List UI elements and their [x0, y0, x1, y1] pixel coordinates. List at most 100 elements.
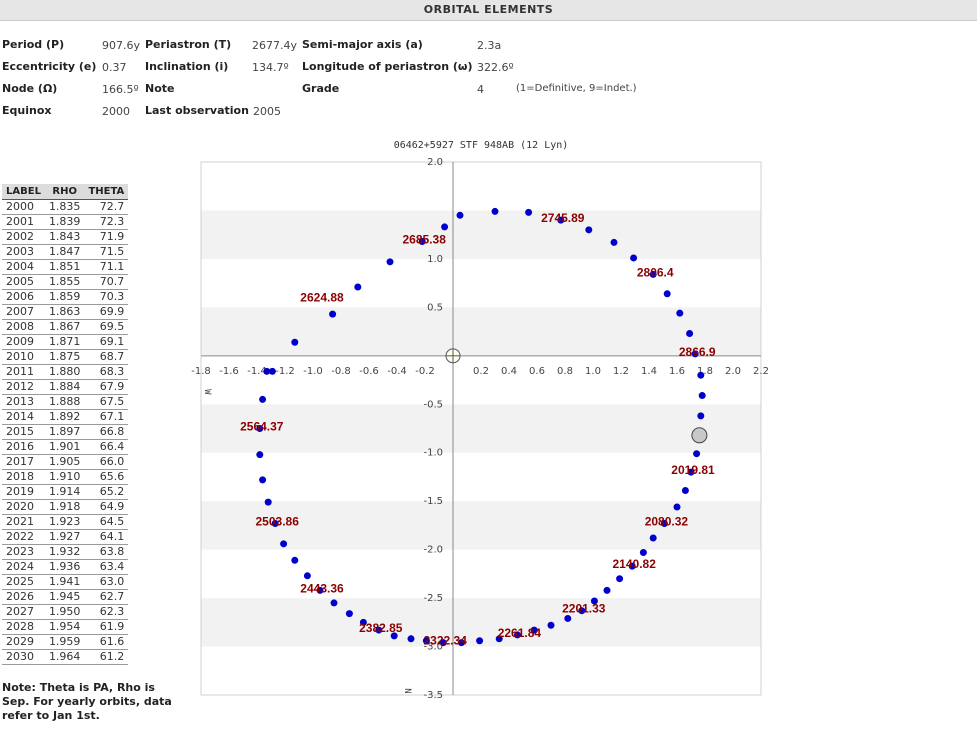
periastron-value: 2677.4y — [252, 39, 297, 52]
row-rho: 1.855 — [44, 274, 85, 290]
north-mark: N — [402, 688, 412, 693]
orbit-point — [330, 599, 338, 607]
orbit-point — [686, 330, 694, 338]
epoch-label: 2261.84 — [498, 626, 542, 640]
x-tick-label: 2.0 — [725, 366, 741, 377]
orbit-point — [457, 639, 465, 647]
orbit-point — [547, 621, 555, 629]
orbit-point — [630, 254, 638, 262]
table-row: 2028 1.954 61.9 — [2, 619, 129, 635]
orbit-point — [557, 216, 565, 224]
row-label: 2004 — [2, 259, 45, 275]
y-tick-label: -0.5 — [423, 399, 443, 410]
table-row: 2006 1.859 70.3 — [2, 289, 129, 305]
row-rho: 1.927 — [44, 529, 85, 545]
y-tick-label: 1.0 — [427, 254, 443, 265]
table-row: 2005 1.855 70.7 — [2, 274, 129, 290]
period-value: 907.6y — [102, 39, 141, 52]
orbit-point — [590, 597, 598, 605]
table-row: 2011 1.880 68.3 — [2, 364, 129, 380]
orbit-point — [359, 618, 367, 626]
row-theta: 68.7 — [84, 349, 129, 365]
row-rho: 1.871 — [44, 334, 85, 350]
table-row: 2002 1.843 71.9 — [2, 229, 129, 245]
orbit-point — [649, 534, 657, 542]
row-rho: 1.936 — [44, 559, 85, 575]
table-row: 2030 1.964 61.2 — [2, 649, 129, 665]
grade-label: Grade — [302, 82, 340, 95]
eccentricity-value: 0.37 — [102, 61, 127, 74]
grid-band — [201, 404, 761, 453]
row-label: 2019 — [2, 484, 45, 500]
orbit-point — [439, 639, 447, 647]
x-tick-label: -0.2 — [415, 366, 435, 377]
row-rho: 1.901 — [44, 439, 85, 455]
orbit-point — [259, 476, 267, 484]
row-theta: 64.9 — [84, 499, 129, 515]
orbit-point — [525, 208, 533, 216]
epoch-label: 2080.32 — [645, 514, 689, 528]
orbit-point — [256, 451, 264, 459]
table-row: 2015 1.897 66.8 — [2, 424, 129, 440]
note-label: Note — [145, 82, 175, 95]
row-theta: 72.3 — [84, 214, 129, 230]
row-theta: 65.6 — [84, 469, 129, 485]
orbit-point — [578, 607, 586, 615]
orbit-point — [530, 626, 538, 634]
epoch-label: 2443.36 — [300, 581, 344, 595]
orbit-point — [407, 635, 415, 643]
row-label: 2015 — [2, 424, 45, 440]
row-theta: 69.9 — [84, 304, 129, 320]
row-label: 2013 — [2, 394, 45, 410]
orbit-point — [271, 519, 279, 527]
orbit-point — [649, 270, 657, 278]
row-rho: 1.884 — [44, 379, 85, 395]
row-rho: 1.892 — [44, 409, 85, 425]
row-rho: 1.847 — [44, 244, 85, 260]
orbit-plot-svg: 06462+5927 STF 948AB (12 Lyn) -1.8 -1.6 -1.… — [191, 140, 769, 701]
row-theta: 61.2 — [84, 649, 129, 665]
orbit-point — [693, 450, 701, 458]
semi-major-axis-label: Semi-major axis (a) — [302, 38, 423, 51]
current-position-marker — [691, 427, 708, 444]
longitude-periastron-value: 322.6º — [477, 61, 514, 74]
table-row: 2022 1.927 64.1 — [2, 529, 129, 545]
row-label: 2008 — [2, 319, 45, 335]
row-rho: 1.867 — [44, 319, 85, 335]
west-mark: W — [202, 389, 212, 395]
semi-major-axis-value: 2.3a — [477, 39, 502, 52]
orbit-point — [628, 562, 636, 570]
y-tick-label: 2.0 — [427, 157, 443, 168]
orbit-point — [491, 207, 499, 215]
node-label: Node (Ω) — [2, 82, 58, 95]
orbit-point — [603, 586, 611, 594]
row-label: 2018 — [2, 469, 45, 485]
orbit-point — [676, 309, 684, 317]
orbit-point — [386, 258, 394, 266]
row-label: 2002 — [2, 229, 45, 245]
orbit-point — [291, 338, 299, 346]
row-label: 2017 — [2, 454, 45, 470]
y-tick-label: -3.5 — [423, 690, 443, 701]
x-tick-label: -1.2 — [275, 366, 295, 377]
table-row: 2017 1.905 66.0 — [2, 454, 129, 470]
table-row: 2026 1.945 62.7 — [2, 589, 129, 605]
table-row: 2027 1.950 62.3 — [2, 604, 129, 620]
last-observation-value: 2005 — [253, 105, 281, 118]
row-label: 2025 — [2, 574, 45, 590]
row-theta: 67.9 — [84, 379, 129, 395]
row-theta: 62.7 — [84, 589, 129, 605]
row-label: 2028 — [2, 619, 45, 635]
grade-hint: (1=Definitive, 9=Indet.) — [516, 83, 637, 94]
row-rho: 1.910 — [44, 469, 85, 485]
grid-band — [201, 501, 761, 550]
row-theta: 71.9 — [84, 229, 129, 245]
x-tick-label: -0.8 — [331, 366, 351, 377]
row-rho: 1.897 — [44, 424, 85, 440]
x-tick-label: 1.4 — [641, 366, 657, 377]
epoch-label: 2382.85 — [359, 621, 403, 635]
row-rho: 1.880 — [44, 364, 85, 380]
epoch-label: 2745.89 — [541, 211, 585, 225]
row-theta: 61.9 — [84, 619, 129, 635]
row-theta: 69.1 — [84, 334, 129, 350]
